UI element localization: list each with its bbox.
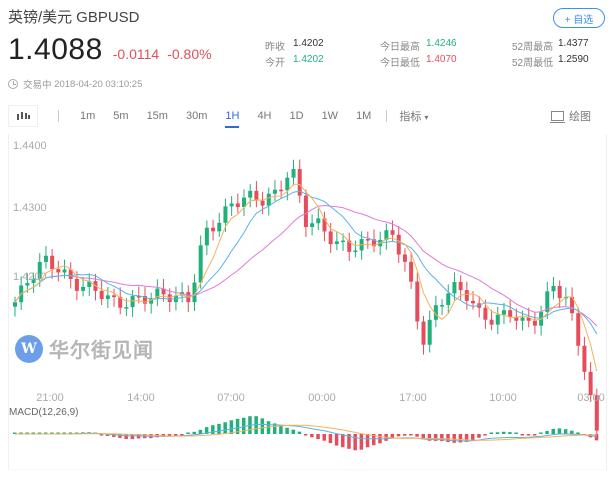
- x-axis-label: 21:00: [36, 392, 64, 404]
- week52-high-label: 52周最高: [512, 42, 554, 53]
- chart-toolbar: 1m 5m 15m 30m 1H 4H 1D 1W 1M 指标 ▾ 绘图: [8, 104, 607, 128]
- instrument-symbol: GBPUSD: [76, 9, 140, 26]
- status-datetime: 2018-04-20 03:10:25: [54, 78, 143, 90]
- price-change: -0.0114: [112, 46, 160, 62]
- day-high-label: 今日最高: [380, 42, 420, 53]
- y-axis-label: 1.4400: [13, 140, 47, 152]
- draw-label: 绘图: [569, 111, 591, 123]
- timeframe-1mo[interactable]: 1M: [356, 110, 372, 122]
- price-chart[interactable]: 1.4400 1.4300 1.4200 W 华尔街见闻 21:00 14:00…: [8, 134, 608, 470]
- trading-status: 交易中 2018-04-20 03:10:25: [8, 77, 142, 91]
- instrument-name: 英镑/美元: [8, 9, 73, 26]
- timeframe-4h[interactable]: 4H: [257, 110, 272, 122]
- stats-col-2: 今日最高 1.4246 今日最低 1.4070: [380, 38, 457, 70]
- timeframe-5m[interactable]: 5m: [113, 110, 129, 122]
- macd-label: MACD(12,26,9): [9, 407, 79, 418]
- draw-button[interactable]: 绘图: [550, 104, 591, 128]
- prev-close-value: 1.4202: [293, 38, 324, 49]
- timeframe-30m[interactable]: 30m: [185, 110, 208, 122]
- timeframe-1m[interactable]: 1m: [80, 110, 96, 122]
- x-axis-label: 17:00: [399, 392, 427, 404]
- watermark-text: 华尔街见闻: [49, 338, 154, 362]
- x-axis-label: 10:00: [489, 392, 517, 404]
- week52-low-label: 52周最低: [512, 58, 554, 69]
- instrument-title: 英镑/美元 GBPUSD: [8, 6, 140, 27]
- price-change-percent: -0.80%: [167, 46, 212, 62]
- price-row: 1.4088 -0.0114 -0.80%: [8, 33, 212, 67]
- indicators-dropdown[interactable]: 指标 ▾: [399, 108, 428, 124]
- clock-icon: [8, 79, 18, 89]
- y-axis-label: 1.4200: [13, 271, 47, 283]
- toolbar-divider: [386, 110, 388, 122]
- stats-col-1: 昨收 1.4202 今开 1.4202: [265, 38, 324, 70]
- timeframe-1w[interactable]: 1W: [321, 110, 339, 122]
- status-text: 交易中: [23, 80, 52, 91]
- toolbar-divider: [58, 110, 59, 122]
- chart-type-button[interactable]: [8, 105, 38, 127]
- last-price: 1.4088: [8, 33, 103, 66]
- x-axis-label: 14:00: [127, 392, 155, 404]
- indicators-label: 指标: [399, 111, 422, 123]
- add-to-watchlist-button[interactable]: + 自选: [553, 8, 605, 28]
- open-label: 今开: [265, 58, 285, 69]
- x-axis-label: 03:00: [577, 392, 605, 404]
- y-axis-label: 1.4300: [13, 202, 47, 214]
- open-value: 1.4202: [293, 54, 324, 65]
- day-low-value: 1.4070: [426, 54, 457, 65]
- candlestick-icon: [17, 112, 30, 120]
- day-high-value: 1.4246: [426, 38, 457, 49]
- timeframe-15m[interactable]: 15m: [146, 110, 168, 122]
- caret-down-icon: ▾: [424, 113, 429, 122]
- timeframe-1h[interactable]: 1H: [216, 104, 248, 128]
- x-axis-label: 07:00: [217, 392, 245, 404]
- week52-high-value: 1.4377: [558, 38, 589, 49]
- candlestick-chart: [9, 159, 608, 470]
- stats-col-3: 52周最高 1.4377 52周最低 1.2590: [512, 38, 589, 70]
- timeframe-1d[interactable]: 1D: [289, 110, 304, 122]
- prev-close-label: 昨收: [265, 42, 285, 53]
- watermark: W 华尔街见闻: [15, 334, 154, 363]
- week52-low-value: 1.2590: [558, 54, 589, 65]
- drawing-icon: [550, 111, 565, 123]
- watermark-logo-icon: W: [15, 334, 43, 363]
- day-low-label: 今日最低: [380, 58, 420, 69]
- x-axis-label: 00:00: [308, 392, 336, 404]
